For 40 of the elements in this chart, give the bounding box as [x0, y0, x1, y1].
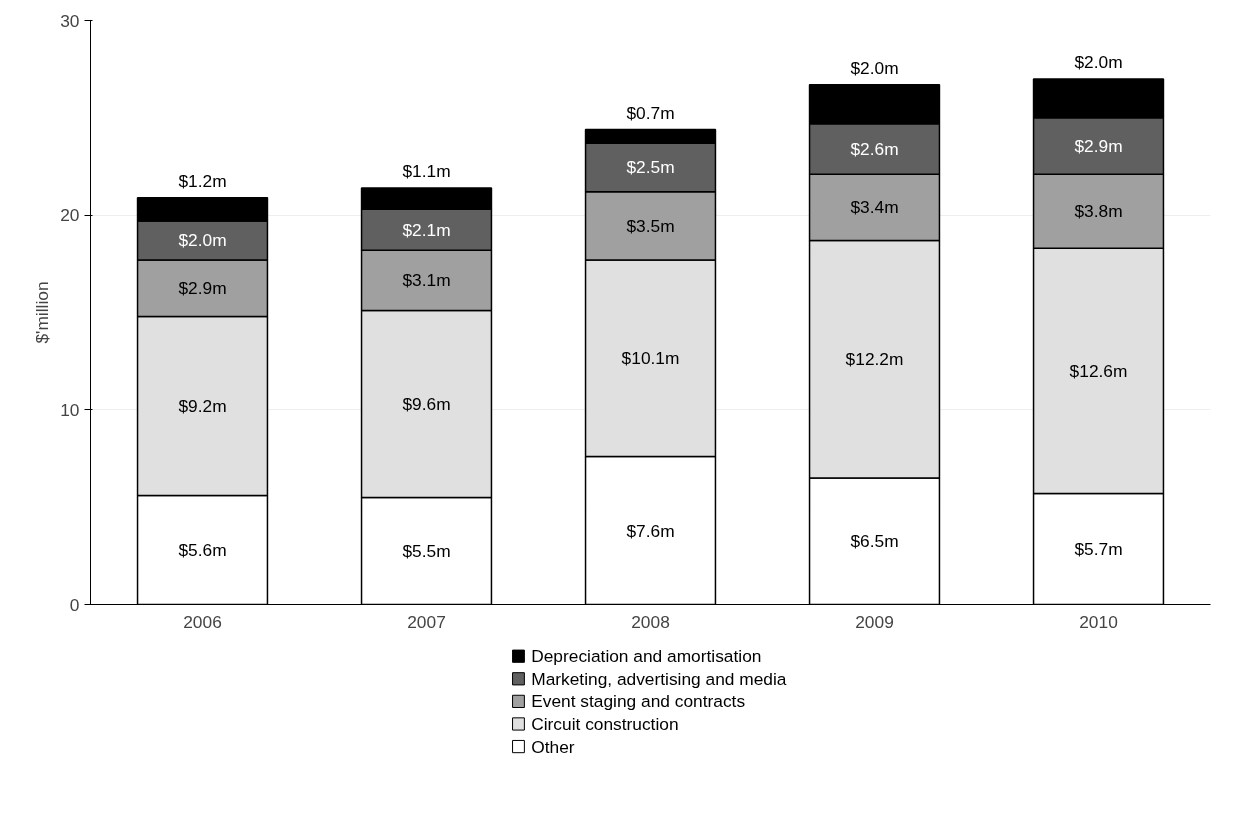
x-tick-label: 2008: [631, 611, 670, 632]
legend-label: Marketing, advertising and media: [531, 668, 787, 689]
data-label: $2.9m: [178, 278, 227, 299]
y-tick-label: 10: [60, 399, 80, 420]
data-label: $1.2m: [178, 170, 227, 191]
data-label: $3.5m: [626, 215, 675, 236]
data-label: $9.2m: [178, 395, 227, 416]
data-label: $6.5m: [850, 531, 899, 552]
x-tick-label: 2006: [183, 611, 222, 632]
y-tick-label: 20: [60, 205, 80, 226]
data-label: $10.1m: [621, 348, 680, 369]
data-label: $3.4m: [850, 197, 899, 218]
data-label: $12.6m: [1069, 360, 1128, 381]
data-label: $2.0m: [850, 57, 899, 78]
legend-label: Depreciation and amortisation: [531, 646, 762, 667]
legend-label: Circuit construction: [531, 713, 679, 734]
data-label: $2.1m: [402, 219, 451, 240]
data-label: $5.7m: [1074, 539, 1123, 560]
data-label: $12.2m: [845, 349, 904, 370]
x-tick-label: 2009: [855, 611, 894, 632]
data-label: $5.6m: [178, 539, 227, 560]
data-label: $2.9m: [1074, 136, 1123, 157]
data-label: $5.5m: [402, 540, 451, 561]
data-label: $2.5m: [626, 157, 675, 178]
data-label: $3.1m: [402, 270, 451, 291]
data-label: $2.0m: [1074, 52, 1123, 73]
x-tick-label: 2007: [407, 611, 446, 632]
data-label: $3.8m: [1074, 201, 1123, 222]
data-label: $0.7m: [626, 102, 675, 123]
legend-label: Other: [531, 736, 575, 757]
data-label: $1.1m: [402, 161, 451, 182]
y-tick-label: 0: [69, 594, 80, 615]
data-label: $9.6m: [402, 393, 451, 414]
legend-label: Event staging and contracts: [531, 691, 746, 712]
data-label: $7.6m: [626, 520, 675, 541]
x-tick-label: 2010: [1079, 611, 1118, 632]
y-axis-title: $'million: [32, 281, 53, 344]
data-label: $2.6m: [850, 138, 899, 159]
data-label: $2.0m: [178, 230, 227, 251]
y-tick-label: 30: [60, 10, 80, 31]
